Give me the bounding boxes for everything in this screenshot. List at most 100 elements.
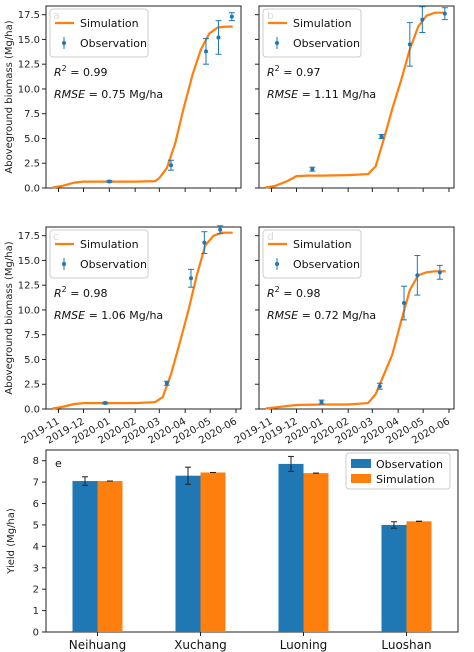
y-tick-label: 1 bbox=[33, 606, 39, 617]
panel-b-frame bbox=[258, 5, 455, 189]
y-tick-label: 6 bbox=[33, 499, 39, 510]
observation-point bbox=[204, 49, 208, 54]
legend-simulation-label: Simulation bbox=[80, 238, 139, 251]
y-axis-label-middle: Aboveground biomass (Mg/ha) bbox=[4, 241, 15, 394]
y-tick-label: 10.0 bbox=[18, 84, 40, 95]
legend-observation-marker bbox=[62, 262, 66, 266]
y-tick-label: 7.5 bbox=[24, 109, 40, 120]
panel-a-frame bbox=[45, 5, 242, 189]
bar-observation bbox=[381, 524, 407, 632]
observation-point bbox=[189, 276, 193, 281]
panel-d-frame bbox=[258, 226, 455, 410]
bar-simulation bbox=[406, 521, 432, 632]
observation-point bbox=[407, 42, 412, 47]
observation-point bbox=[218, 227, 223, 232]
legend-observation-label: Observation bbox=[80, 37, 147, 50]
observation-point bbox=[202, 240, 207, 245]
y-tick-label: 2.5 bbox=[24, 380, 40, 391]
y-tick-label: 15.0 bbox=[18, 256, 40, 267]
panel-d: 2019-112019-122020-012020-022020-032020-… bbox=[233, 229, 452, 447]
y-tick-label: 4 bbox=[33, 542, 39, 553]
y-tick-label: 0.0 bbox=[24, 405, 40, 416]
legend-box bbox=[49, 8, 149, 58]
observation-point bbox=[169, 163, 173, 168]
y-tick-label: 3 bbox=[33, 563, 39, 574]
legend-observation-label: Observation bbox=[80, 258, 147, 271]
x-tick-label: Neihuang bbox=[69, 638, 126, 652]
y-tick-label: 5.0 bbox=[24, 134, 40, 145]
bar-observation bbox=[72, 481, 98, 632]
panel-e: 0 1 2 3 4 5 6 7 8 Neihuang Xuchang Luoning Luoshan Ob… bbox=[33, 452, 451, 652]
legend-observation-marker bbox=[275, 262, 279, 266]
panel-b: Simulation Observation R2 = 0.97 RMSE = 1.1… bbox=[255, 6, 450, 192]
y-tick-label: 17.5 bbox=[18, 10, 40, 21]
line-panels-layer: 0.0 2.5 5.0 7.5 10.0 12.5 15.0 17.5 Simulation Ob… bbox=[18, 6, 452, 447]
legend-box bbox=[345, 452, 451, 490]
observation-point bbox=[402, 301, 406, 306]
observation-point bbox=[420, 17, 425, 22]
legend-simulation-label: Simulation bbox=[80, 17, 139, 30]
legend-box bbox=[49, 229, 149, 279]
bar-observation bbox=[278, 463, 304, 632]
observation-point bbox=[107, 179, 112, 184]
observation-point bbox=[310, 167, 315, 172]
observation-point bbox=[415, 273, 420, 278]
y-tick-label: 7.5 bbox=[24, 330, 40, 341]
y-tick-label: 8 bbox=[33, 456, 39, 467]
observation-point bbox=[164, 381, 169, 386]
r2-annotation: R2 = 0.98 bbox=[54, 285, 107, 300]
observation-point bbox=[442, 11, 447, 16]
y-tick-label: 12.5 bbox=[18, 281, 40, 292]
legend-observation-marker bbox=[62, 41, 66, 45]
legend-box bbox=[262, 8, 362, 58]
y-tick-label: 10.0 bbox=[18, 305, 40, 316]
observation-point bbox=[103, 401, 108, 406]
observation-point bbox=[216, 35, 221, 40]
simulation-line bbox=[265, 11, 446, 189]
bar-simulation bbox=[200, 472, 226, 632]
rmse-annotation: RMSE = 1.06 Mg/ha bbox=[54, 309, 163, 322]
observation-point bbox=[379, 134, 384, 139]
y-tick-label: 2 bbox=[33, 585, 39, 596]
r2-annotation: R2 = 0.97 bbox=[267, 64, 320, 79]
observation-point bbox=[437, 270, 442, 275]
y-tick-label: 2.5 bbox=[24, 159, 40, 170]
panel-a: 0.0 2.5 5.0 7.5 10.0 12.5 15.0 17.5 Simulation Ob… bbox=[18, 8, 237, 195]
y-tick-label: 15.0 bbox=[18, 35, 40, 46]
bar-simulation bbox=[303, 473, 329, 632]
legend-simulation-label: Simulation bbox=[376, 473, 435, 486]
observation-point bbox=[229, 14, 234, 19]
bar-simulation bbox=[97, 481, 123, 632]
legend-simulation-label: Simulation bbox=[293, 238, 352, 251]
y-tick-label: 5.0 bbox=[24, 355, 40, 366]
simulation-line bbox=[52, 25, 233, 189]
rmse-annotation: RMSE = 1.11 Mg/ha bbox=[267, 88, 376, 101]
panel-e-frame bbox=[45, 449, 459, 633]
legend-observation-label: Observation bbox=[376, 458, 443, 471]
legend-simulation-swatch bbox=[351, 474, 371, 483]
legend-observation-label: Observation bbox=[293, 37, 360, 50]
x-tick-label: Luoning bbox=[280, 638, 328, 652]
y-tick-label: 12.5 bbox=[18, 60, 40, 71]
legend-observation-marker bbox=[275, 41, 279, 45]
bar-panel-layer: 0 1 2 3 4 5 6 7 8 Neihuang Xuchang Luoning Luoshan Ob… bbox=[33, 452, 451, 652]
panel-c-frame bbox=[45, 226, 242, 410]
y-axis-label-top: Aboveground biomass (Mg/ha) bbox=[4, 20, 15, 173]
y-tick-label: 0 bbox=[33, 628, 39, 639]
panel-e-label: e bbox=[55, 457, 62, 470]
y-axis-label-bottom: Yield (Mg/ha) bbox=[6, 508, 17, 575]
r2-annotation: R2 = 0.98 bbox=[267, 285, 320, 300]
legend-observation-label: Observation bbox=[293, 258, 360, 271]
y-tick-label: 17.5 bbox=[18, 231, 40, 242]
y-tick-label: 0.0 bbox=[24, 184, 40, 195]
observation-point bbox=[319, 400, 324, 405]
rmse-annotation: RMSE = 0.75 Mg/ha bbox=[54, 88, 163, 101]
r2-annotation: R2 = 0.99 bbox=[54, 64, 107, 79]
legend-simulation-label: Simulation bbox=[293, 17, 352, 30]
y-tick-label: 5 bbox=[33, 520, 39, 531]
rmse-annotation: RMSE = 0.72 Mg/ha bbox=[267, 309, 376, 322]
y-tick-label: 7 bbox=[33, 478, 39, 489]
x-tick-label: Xuchang bbox=[174, 638, 227, 652]
legend-box bbox=[262, 229, 362, 279]
